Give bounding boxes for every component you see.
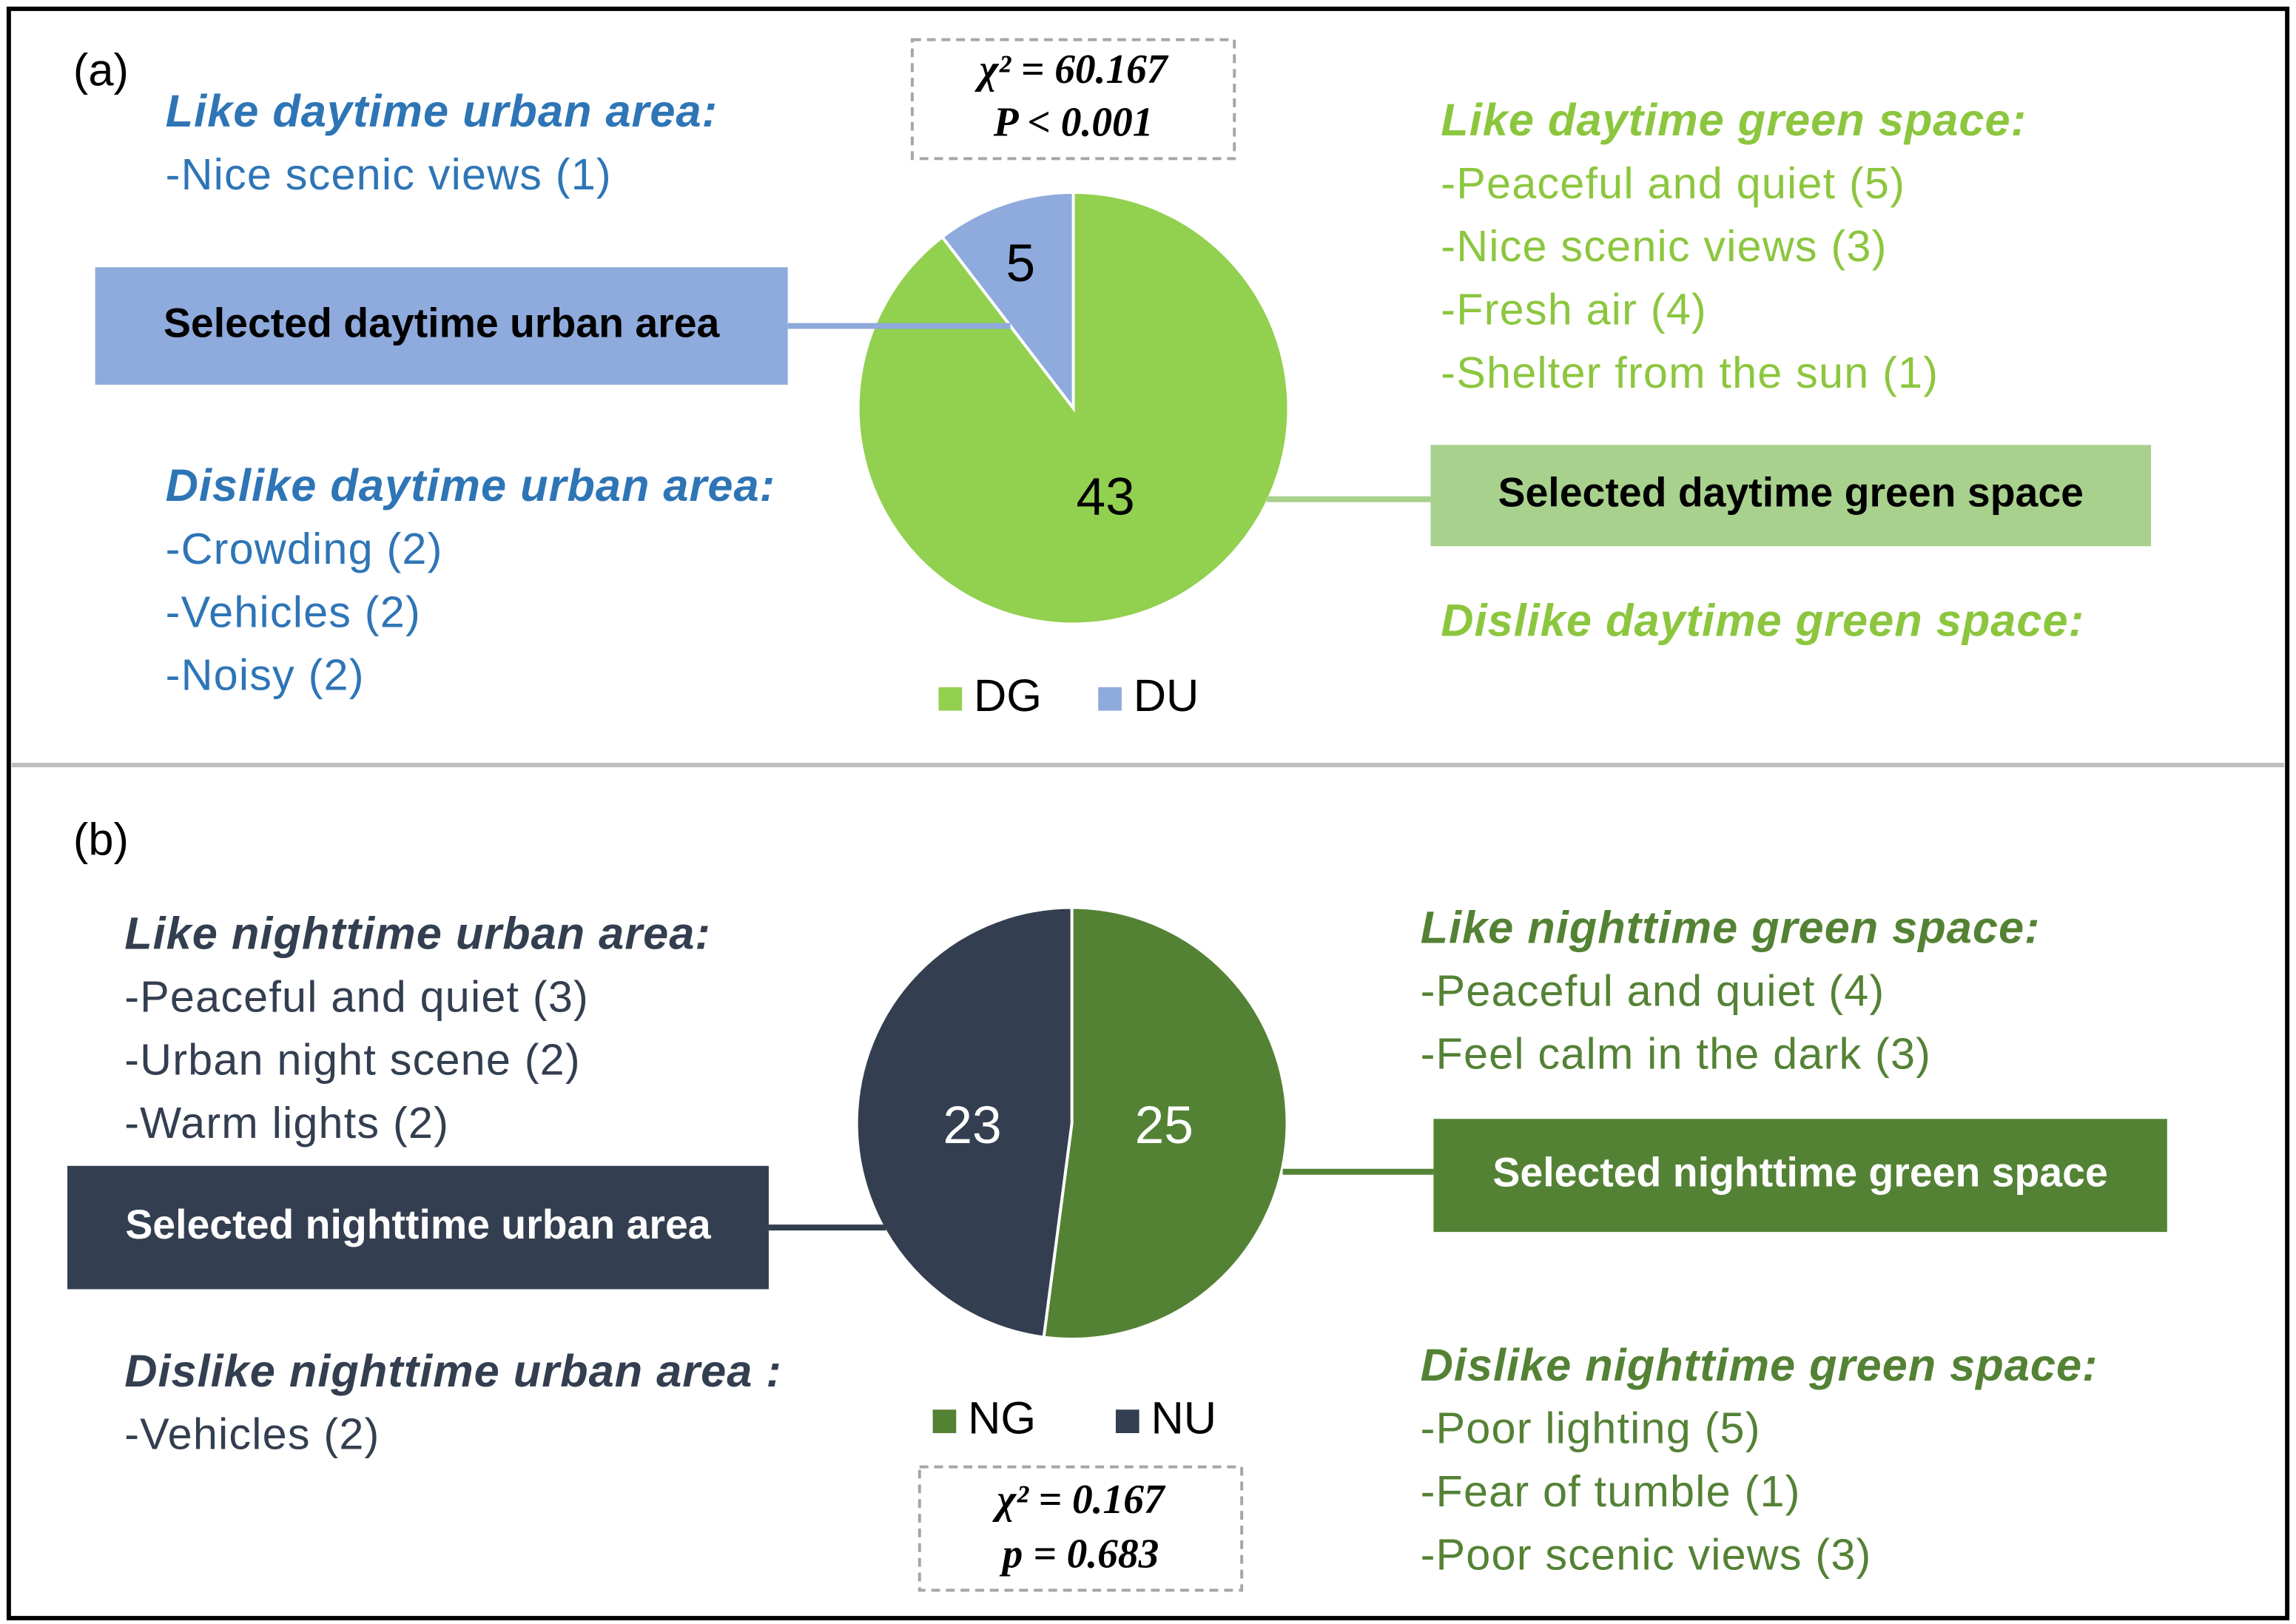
like-item: -Urban night scene (2) bbox=[124, 1035, 581, 1085]
dislike-heading: Dislike daytime urban area: bbox=[166, 460, 775, 511]
selected-box bbox=[1430, 445, 2152, 547]
selected-label: Selected nighttime urban area bbox=[125, 1202, 711, 1247]
selected-box bbox=[1433, 1119, 2167, 1233]
selected-box bbox=[67, 1165, 769, 1290]
data-label: 5 bbox=[1006, 234, 1036, 293]
dislike-item: -Crowding (2) bbox=[166, 524, 443, 573]
like-item: -Nice scenic views (3) bbox=[1441, 221, 1887, 271]
like-heading: Like nighttime green space: bbox=[1421, 902, 2041, 953]
pie-slice bbox=[1042, 906, 1289, 1341]
legend-label: DG bbox=[974, 670, 1042, 721]
selected-label: Selected daytime urban area bbox=[164, 300, 721, 346]
pie-slice bbox=[940, 191, 1075, 413]
legend-swatch bbox=[1098, 687, 1122, 711]
data-label: 25 bbox=[1135, 1096, 1194, 1155]
selected-label: Selected nighttime green space bbox=[1492, 1149, 2107, 1195]
dislike-item: -Fear of tumble (1) bbox=[1421, 1466, 1801, 1516]
statistic: p = 0.683 bbox=[1000, 1532, 1159, 1577]
stat-box bbox=[910, 38, 1236, 161]
dislike-item: -Poor lighting (5) bbox=[1421, 1404, 1761, 1453]
dislike-item: -Vehicles (2) bbox=[124, 1409, 380, 1459]
like-item: -Peaceful and quiet (4) bbox=[1421, 966, 1885, 1015]
like-item: -Peaceful and quiet (5) bbox=[1441, 158, 1905, 208]
dislike-heading: Dislike daytime green space: bbox=[1441, 596, 2084, 647]
statistic: χ² = 60.167 bbox=[974, 47, 1169, 92]
data-label: 23 bbox=[943, 1096, 1001, 1155]
like-item: -Peaceful and quiet (3) bbox=[124, 971, 589, 1021]
data-label: 43 bbox=[1076, 468, 1134, 527]
like-heading: Like daytime urban area: bbox=[166, 86, 718, 137]
like-heading: Like daytime green space: bbox=[1441, 95, 2027, 146]
panel-label: (b) bbox=[73, 814, 129, 865]
legend-label: NG bbox=[968, 1392, 1036, 1443]
dislike-item: -Noisy (2) bbox=[166, 650, 365, 700]
like-heading: Like nighttime urban area: bbox=[124, 908, 711, 959]
selected-box bbox=[95, 267, 788, 385]
pie-slice bbox=[855, 906, 1074, 1339]
panel-label: (a) bbox=[73, 44, 129, 95]
selected-label: Selected daytime green space bbox=[1498, 469, 2084, 515]
like-item: -Fresh air (4) bbox=[1441, 284, 1707, 334]
dislike-heading: Dislike nighttime green space: bbox=[1421, 1340, 2098, 1391]
like-item: -Shelter from the sun (1) bbox=[1441, 348, 1939, 397]
legend-swatch bbox=[932, 1409, 957, 1433]
legend-label: NU bbox=[1151, 1392, 1216, 1443]
like-item: -Warm lights (2) bbox=[124, 1098, 449, 1148]
statistic: χ² = 0.167 bbox=[992, 1478, 1166, 1523]
dislike-item: -Poor scenic views (3) bbox=[1421, 1529, 1872, 1579]
dislike-item: -Vehicles (2) bbox=[166, 587, 421, 636]
like-item: -Nice scenic views (1) bbox=[166, 149, 612, 199]
legend-label: DU bbox=[1134, 670, 1199, 721]
dislike-heading: Dislike nighttime urban area : bbox=[124, 1346, 782, 1397]
statistic: P < 0.001 bbox=[993, 100, 1154, 145]
legend-swatch bbox=[1115, 1409, 1139, 1433]
stat-box bbox=[918, 1465, 1244, 1592]
like-item: -Feel calm in the dark (3) bbox=[1421, 1029, 1932, 1079]
legend-swatch bbox=[938, 687, 963, 711]
